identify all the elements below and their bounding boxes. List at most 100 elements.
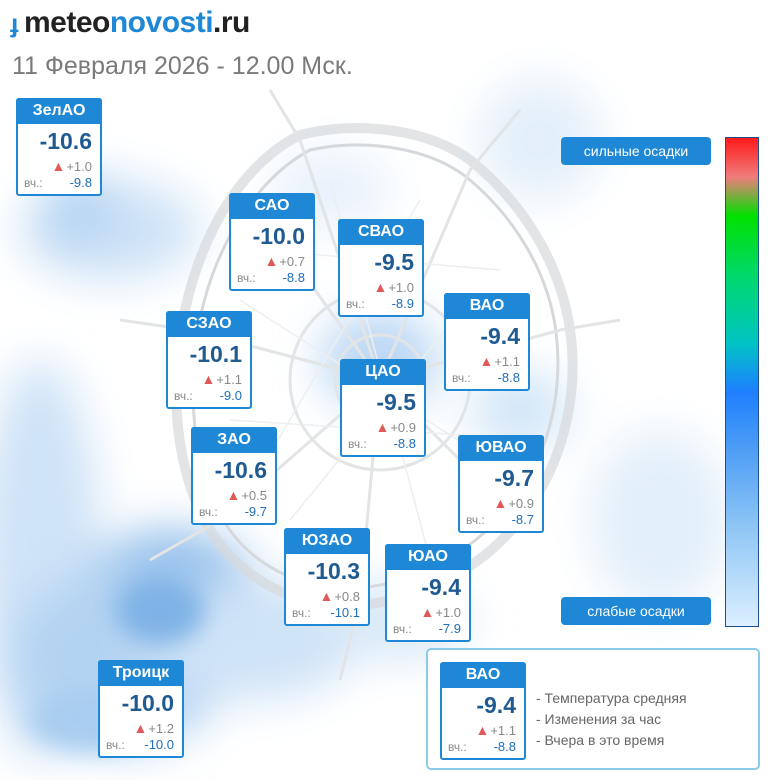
district-name: ЮВАО — [458, 435, 544, 461]
rise-arrow-icon: ▲ — [226, 487, 241, 503]
district-card-vao: ВАО -9.4 ▲+1.1 вч.: -8.8 — [444, 293, 530, 391]
avg-temperature: -9.5 — [374, 249, 414, 275]
rise-arrow-icon: ▲ — [375, 419, 390, 435]
precipitation-color-scale — [725, 137, 759, 627]
heavy-precip-label: сильные осадки — [561, 137, 711, 165]
yesterday-temperature: -10.0 — [144, 737, 174, 752]
avg-temperature: -10.3 — [307, 558, 360, 584]
district-name: САО — [229, 193, 315, 219]
rise-arrow-icon: ▲ — [201, 371, 216, 387]
yesterday-temperature: -8.8 — [393, 436, 416, 451]
hourly-change: ▲+1.0 — [51, 158, 92, 174]
district-name: ВАО — [440, 662, 526, 688]
hourly-change-value: +0.8 — [334, 589, 360, 604]
rise-arrow-icon: ▲ — [373, 279, 388, 295]
yesterday-temperature: -9.7 — [244, 504, 267, 519]
legend-yesterday-desc: - Вчера в это время — [536, 732, 665, 748]
avg-temperature: -9.7 — [494, 465, 534, 491]
district-name: ЮАО — [385, 544, 471, 570]
legend-hourly-change-desc: - Изменения за час — [536, 711, 662, 727]
site-logo[interactable]: ɟ meteonovosti.ru — [10, 6, 250, 40]
avg-temperature: -10.0 — [252, 223, 305, 249]
yesterday-temperature: -10.1 — [330, 605, 360, 620]
yesterday-label: вч.: — [174, 389, 193, 403]
logo-text-meteo: meteo — [24, 6, 110, 39]
yesterday-label: вч.: — [106, 738, 125, 752]
hourly-change: ▲+1.1 — [201, 371, 242, 387]
hourly-change-value: +0.7 — [279, 254, 305, 269]
rise-arrow-icon: ▲ — [133, 720, 148, 736]
avg-temperature: -10.1 — [189, 341, 242, 367]
rise-arrow-icon: ▲ — [420, 604, 435, 620]
yesterday-temperature: -9.0 — [219, 388, 242, 403]
logo-mark-icon: ɟ — [10, 8, 19, 38]
yesterday-temperature: -8.8 — [497, 370, 520, 385]
yesterday-temperature: -7.9 — [438, 621, 461, 636]
yesterday-label: вч.: — [292, 606, 311, 620]
hourly-change-value: +1.1 — [494, 354, 520, 369]
rise-arrow-icon: ▲ — [319, 588, 334, 604]
hourly-change: ▲+0.5 — [226, 487, 267, 503]
district-name: ЦАО — [340, 359, 426, 385]
avg-temperature: -9.4 — [476, 692, 516, 718]
district-name: Троицк — [98, 660, 184, 686]
district-card-zao: ЗАО -10.6 ▲+0.5 вч.: -9.7 — [191, 427, 277, 525]
hourly-change-value: +1.1 — [490, 723, 516, 738]
yesterday-label: вч.: — [346, 297, 365, 311]
yesterday-label: вч.: — [348, 437, 367, 451]
logo-text-novosti: novosti — [109, 6, 214, 39]
district-name: СВАО — [338, 219, 424, 245]
yesterday-temperature: -8.8 — [493, 739, 516, 754]
yesterday-temperature: -8.8 — [282, 270, 305, 285]
avg-temperature: -9.4 — [480, 323, 520, 349]
district-name: СЗАО — [166, 311, 252, 337]
yesterday-label: вч.: — [24, 176, 43, 190]
district-card-yuao: ЮАО -9.4 ▲+1.0 вч.: -7.9 — [385, 544, 471, 642]
district-card-szao: СЗАО -10.1 ▲+1.1 вч.: -9.0 — [166, 311, 252, 409]
district-name: ЗАО — [191, 427, 277, 453]
district-card-cao: ЦАО -9.5 ▲+0.9 вч.: -8.8 — [340, 359, 426, 457]
district-card-yuzao: ЮЗАО -10.3 ▲+0.8 вч.: -10.1 — [284, 528, 370, 626]
hourly-change: ▲+0.9 — [375, 419, 416, 435]
yesterday-temperature: -8.9 — [391, 296, 414, 311]
hourly-change: ▲+1.1 — [475, 722, 516, 738]
rise-arrow-icon: ▲ — [51, 158, 66, 174]
rise-arrow-icon: ▲ — [475, 722, 490, 738]
hourly-change-value: +1.2 — [148, 721, 174, 736]
hourly-change-value: +1.0 — [388, 280, 414, 295]
forecast-date: 11 Февраля 2026 - 12.00 Мск. — [12, 52, 353, 80]
yesterday-label: вч.: — [393, 622, 412, 636]
hourly-change: ▲+1.0 — [420, 604, 461, 620]
hourly-change: ▲+1.1 — [479, 353, 520, 369]
district-name: ВАО — [444, 293, 530, 319]
legend-example-card: ВАО -9.4 ▲+1.1 вч.: -8.8 — [440, 662, 526, 760]
hourly-change-value: +1.1 — [216, 372, 242, 387]
yesterday-label: вч.: — [199, 505, 218, 519]
district-card-zelao: ЗелАО -10.6 ▲+1.0 вч.: -9.8 — [16, 98, 102, 196]
legend-panel: ВАО -9.4 ▲+1.1 вч.: -8.8 - Температура с… — [426, 648, 760, 770]
rise-arrow-icon: ▲ — [493, 495, 508, 511]
district-card-sao: САО -10.0 ▲+0.7 вч.: -8.8 — [229, 193, 315, 291]
avg-temperature: -9.5 — [376, 389, 416, 415]
avg-temperature: -10.6 — [214, 457, 267, 483]
hourly-change-value: +1.0 — [435, 605, 461, 620]
yesterday-label: вч.: — [237, 271, 256, 285]
avg-temperature: -10.0 — [121, 690, 174, 716]
rise-arrow-icon: ▲ — [479, 353, 494, 369]
yesterday-label: вч.: — [448, 740, 467, 754]
hourly-change: ▲+0.9 — [493, 495, 534, 511]
logo-text-ru: .ru — [213, 6, 250, 39]
hourly-change-value: +0.9 — [390, 420, 416, 435]
hourly-change-value: +0.9 — [508, 496, 534, 511]
rise-arrow-icon: ▲ — [264, 253, 279, 269]
hourly-change-value: +0.5 — [241, 488, 267, 503]
avg-temperature: -10.6 — [39, 128, 92, 154]
yesterday-temperature: -9.8 — [69, 175, 92, 190]
yesterday-label: вч.: — [466, 513, 485, 527]
yesterday-temperature: -8.7 — [511, 512, 534, 527]
district-card-yuvao: ЮВАО -9.7 ▲+0.9 вч.: -8.7 — [458, 435, 544, 533]
light-precip-label: слабые осадки — [561, 597, 711, 625]
district-card-troitsk: Троицк -10.0 ▲+1.2 вч.: -10.0 — [98, 660, 184, 758]
hourly-change-value: +1.0 — [66, 159, 92, 174]
district-card-svao: СВАО -9.5 ▲+1.0 вч.: -8.9 — [338, 219, 424, 317]
